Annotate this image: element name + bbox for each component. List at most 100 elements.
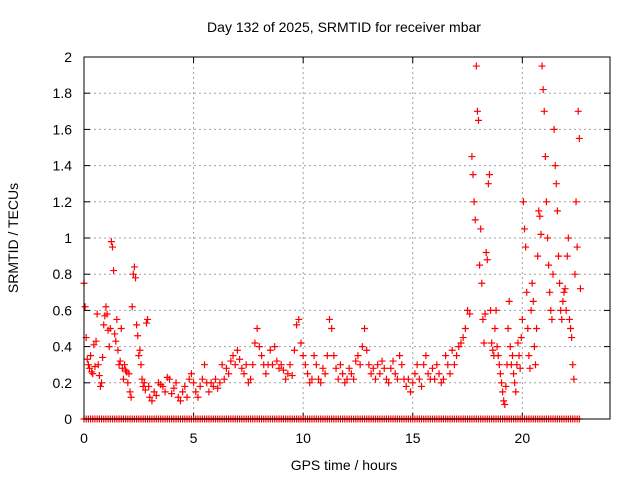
data-point xyxy=(194,393,202,401)
data-point xyxy=(567,325,575,332)
data-point xyxy=(255,343,263,351)
data-point xyxy=(127,393,135,401)
data-point xyxy=(537,230,545,238)
data-point xyxy=(562,306,570,314)
data-point xyxy=(549,270,557,278)
data-point xyxy=(306,379,314,387)
data-point xyxy=(119,375,127,383)
data-point xyxy=(98,379,106,387)
data-point xyxy=(107,238,115,246)
data-point xyxy=(398,361,406,369)
data-point xyxy=(312,361,320,369)
data-point xyxy=(488,339,496,347)
data-point xyxy=(117,325,125,332)
data-point xyxy=(548,315,556,323)
data-point xyxy=(504,325,512,332)
data-point xyxy=(495,361,503,369)
data-point xyxy=(428,364,436,372)
data-point xyxy=(374,361,382,369)
data-point xyxy=(325,315,333,323)
data-point xyxy=(229,352,237,360)
data-point xyxy=(138,375,146,383)
data-point xyxy=(564,234,572,242)
data-point xyxy=(103,310,111,318)
x-tick-label: 10 xyxy=(295,430,311,446)
data-point xyxy=(111,330,119,338)
data-point xyxy=(129,270,137,278)
data-point xyxy=(159,382,167,390)
data-point xyxy=(525,352,533,360)
data-point xyxy=(105,343,113,351)
data-point xyxy=(328,325,336,332)
data-point xyxy=(187,370,195,378)
data-point xyxy=(201,361,209,369)
data-point xyxy=(498,379,506,387)
data-point xyxy=(242,361,250,369)
data-point xyxy=(550,125,558,133)
data-point xyxy=(538,62,546,70)
data-point xyxy=(341,379,349,387)
data-point xyxy=(404,375,412,383)
data-point xyxy=(236,355,244,363)
x-axis-title: GPS time / hours xyxy=(291,457,398,473)
data-point xyxy=(574,107,582,115)
data-point xyxy=(196,382,204,390)
data-point xyxy=(268,361,276,369)
data-point xyxy=(444,361,452,369)
y-tick-label: 0.4 xyxy=(53,339,73,355)
data-point xyxy=(485,171,493,179)
data-point xyxy=(310,352,318,360)
data-point xyxy=(551,162,559,170)
data-point xyxy=(345,364,353,372)
data-point xyxy=(510,370,518,378)
data-point xyxy=(515,352,523,360)
data-point xyxy=(371,375,379,383)
data-point xyxy=(569,361,577,369)
data-point xyxy=(251,339,259,347)
data-point xyxy=(170,384,178,392)
data-point xyxy=(94,361,102,369)
data-point xyxy=(526,364,534,372)
data-point xyxy=(315,375,323,383)
data-point xyxy=(168,390,176,398)
data-point xyxy=(190,379,198,387)
data-point xyxy=(96,382,104,390)
data-point xyxy=(128,303,136,311)
data-point xyxy=(442,352,450,360)
data-point xyxy=(413,361,421,369)
data-point xyxy=(99,353,107,361)
data-point xyxy=(459,334,467,342)
data-point xyxy=(572,198,580,206)
data-point xyxy=(501,401,509,409)
data-point xyxy=(110,267,118,275)
data-point xyxy=(431,375,439,383)
data-point xyxy=(279,366,287,374)
data-point xyxy=(393,375,401,383)
data-point xyxy=(209,382,217,390)
data-point xyxy=(418,382,426,390)
data-point xyxy=(367,370,375,378)
data-point xyxy=(546,288,554,296)
data-point xyxy=(89,370,97,378)
data-point xyxy=(106,325,114,332)
y-tick-label: 1.6 xyxy=(53,121,73,137)
data-point xyxy=(402,382,410,390)
data-point xyxy=(262,370,270,378)
data-point xyxy=(471,216,479,224)
data-point xyxy=(391,370,399,378)
data-point xyxy=(531,361,539,369)
data-point xyxy=(559,297,567,305)
data-point xyxy=(518,315,526,323)
data-point xyxy=(282,375,290,383)
data-point xyxy=(476,261,484,269)
data-point xyxy=(496,370,504,378)
data-point xyxy=(233,346,241,354)
data-point xyxy=(484,180,492,188)
data-point xyxy=(382,375,390,383)
data-point xyxy=(81,303,89,311)
data-point xyxy=(214,384,222,392)
data-point xyxy=(424,370,432,378)
data-point xyxy=(560,288,568,296)
data-point xyxy=(473,107,481,115)
data-point xyxy=(172,379,180,387)
